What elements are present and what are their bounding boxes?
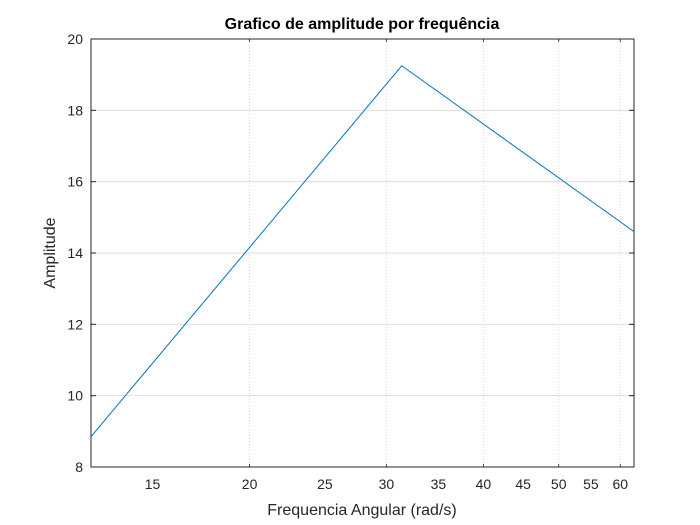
x-tick-label: 55	[583, 476, 599, 492]
chart-title: Grafico de amplitude por frequência	[225, 16, 500, 33]
y-tick-label: 12	[67, 316, 83, 332]
x-tick-label: 45	[515, 476, 531, 492]
y-axis-label: Amplitude	[42, 217, 59, 288]
x-tick-label: 20	[242, 476, 258, 492]
y-tick-label: 14	[67, 245, 83, 261]
x-tick-labels: 15 20 25 30 35 40 45 50 55 60	[145, 476, 629, 492]
x-tick-label: 35	[431, 476, 447, 492]
y-tick-label: 8	[75, 459, 83, 475]
y-tick-label: 18	[67, 102, 83, 118]
x-tick-label: 60	[612, 476, 628, 492]
y-tick-label: 20	[67, 31, 83, 47]
x-axis-label: Frequencia Angular (rad/s)	[267, 502, 456, 519]
y-tick-labels: 8 10 12 14 16 18 20	[67, 31, 83, 475]
x-tick-label: 30	[379, 476, 395, 492]
series-line	[90, 65, 635, 438]
x-tick-label: 25	[317, 476, 333, 492]
tick-marks	[91, 38, 634, 468]
series-layer	[90, 65, 635, 438]
y-tick-label: 16	[67, 174, 83, 190]
x-tick-label: 40	[476, 476, 492, 492]
y-tick-label: 10	[67, 388, 83, 404]
x-tick-label: 50	[551, 476, 567, 492]
x-tick-label: 15	[145, 476, 161, 492]
